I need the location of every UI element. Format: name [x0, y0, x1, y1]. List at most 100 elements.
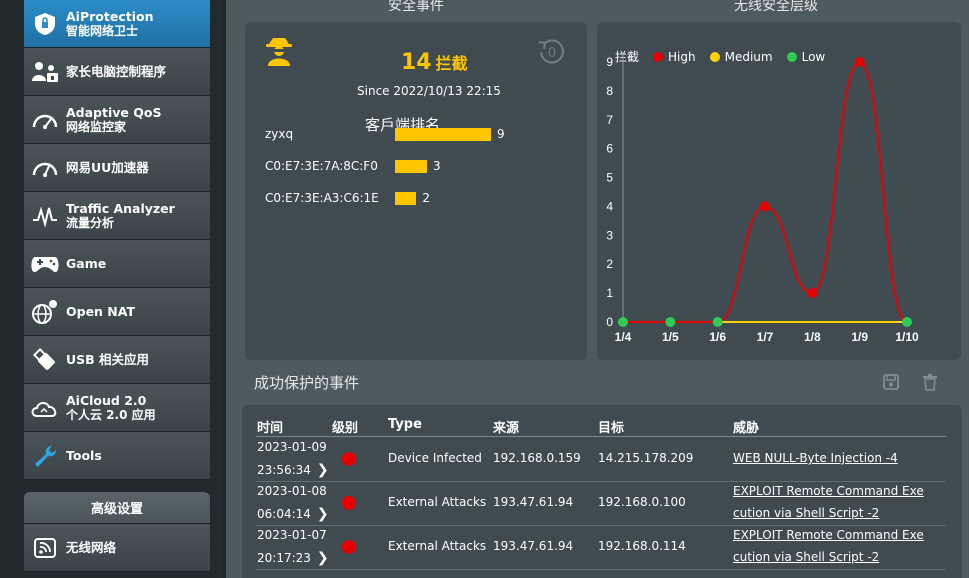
legend-low-label: Low [801, 49, 826, 64]
sidebar-item-traffic-analyzer[interactable]: Traffic Analyzer 流量分析 [24, 192, 210, 240]
event-type: External Attacks [388, 539, 487, 553]
event-source: 193.47.61.94 [493, 495, 574, 509]
sidebar-item-aiprotection[interactable]: AiProtection 智能网络卫士 [24, 0, 210, 48]
y-tick-label: 9 [606, 55, 613, 69]
advanced-settings-title: 高级设置 [24, 492, 210, 524]
x-tick-label: 1/4 [615, 330, 632, 344]
spy-icon [263, 34, 295, 70]
low-data-point [902, 317, 912, 327]
cloud-icon [24, 384, 66, 432]
event-time: 06:04:14 [257, 507, 311, 521]
legend-medium-label: Medium [724, 49, 773, 64]
low-data-point [618, 317, 628, 327]
sidebar-item-sublabel: 网络监控家 [66, 119, 127, 134]
legend-high-dot [653, 51, 664, 62]
event-date: 2023-01-07 [257, 528, 327, 542]
client-ranking-row: zyxq 9 [265, 126, 505, 142]
low-data-point [665, 317, 676, 327]
sidebar-item-uu-accelerator[interactable]: 网易UU加速器 [24, 144, 210, 192]
event-time: 20:17:23 [257, 551, 311, 565]
security-events-panel: 14 拦截 0 Since 2022/10/13 22:15 客戶端排名 zyxq… [245, 22, 587, 360]
trash-icon[interactable] [922, 373, 938, 395]
event-threat-link[interactable]: EXPLOIT Remote Command Exe [733, 528, 924, 542]
y-tick-label: 0 [606, 315, 613, 329]
event-threat-link-cont[interactable]: cution via Shell Script -2 [733, 550, 880, 564]
nat-icon [24, 288, 66, 336]
chevron-right-icon[interactable]: ❯ [316, 506, 329, 522]
blocked-count-number: 14 [401, 50, 432, 75]
event-threat-link[interactable]: WEB NULL-Byte Injection -4 [733, 451, 898, 465]
wireless-level-panel: 拦截 High Medium Low 0 1 2 3 4 5 6 7 8 9 1/4 1/5 1/6 1/… [597, 22, 961, 360]
severity-dot [342, 452, 356, 466]
client-count: 3 [433, 159, 441, 173]
high-data-point [807, 288, 818, 299]
legend-medium-dot [709, 51, 720, 62]
sidebar-item-label: USB 相关应用 [66, 352, 150, 367]
shield-icon [24, 0, 66, 48]
sidebar-item-label: AiProtection [66, 8, 154, 24]
event-target: 14.215.178.209 [598, 451, 694, 465]
x-tick-label: 1/8 [804, 330, 821, 344]
since-timestamp: Since 2022/10/13 22:15 [357, 84, 501, 98]
event-type: Device Infected [388, 451, 482, 465]
sidebar-item-parental-control[interactable]: 家长电脑控制程序 [24, 48, 210, 96]
chevron-right-icon[interactable]: ❯ [316, 462, 329, 478]
event-target: 192.168.0.100 [598, 495, 686, 509]
x-tick-label: 1/5 [662, 330, 679, 344]
wifi-icon [24, 524, 66, 572]
reset-counter-icon[interactable]: 0 [535, 36, 569, 70]
y-tick-label: 8 [606, 84, 613, 98]
client-count-bar [395, 159, 427, 173]
client-ranking-row: C0:E7:3E:7A:8C:F0 3 [265, 158, 441, 174]
row-divider [256, 481, 946, 482]
event-threat-link[interactable]: EXPLOIT Remote Command Exe [733, 484, 924, 498]
sidebar-item-adaptive-qos[interactable]: Adaptive QoS 网络监控家 [24, 96, 210, 144]
event-source: 193.47.61.94 [493, 539, 574, 553]
legend-low-dot [786, 51, 797, 62]
sidebar-item-game[interactable]: Game [24, 240, 210, 288]
client-count-bar [395, 127, 491, 141]
event-time-cell: 23:56:34 ❯ [257, 462, 329, 478]
legend-prefix: 拦截 [615, 50, 640, 64]
menu-group: AiProtection 智能网络卫士 家长电脑控制程序 Adaptive QoS… [24, 0, 210, 480]
sidebar-item-label: AiCloud 2.0 [66, 392, 147, 408]
sidebar-item-open-nat[interactable]: Open NAT [24, 288, 210, 336]
severity-dot [342, 540, 356, 554]
row-divider [256, 569, 946, 570]
y-tick-label: 1 [606, 286, 613, 300]
client-name: C0:E7:3E:7A:8C:F0 [265, 159, 378, 173]
event-threat-link-cont[interactable]: cution via Shell Script -2 [733, 506, 880, 520]
sidebar-item-tools[interactable]: Tools [24, 432, 210, 480]
sidebar-item-aicloud[interactable]: AiCloud 2.0 个人云 2.0 应用 [24, 384, 210, 432]
gamepad-icon [24, 240, 66, 288]
y-tick-label: 2 [606, 257, 613, 271]
chevron-right-icon[interactable]: ❯ [316, 550, 329, 566]
threat-level-chart: 0 1 2 3 4 5 6 7 8 9 1/4 1/5 1/6 1/7 1/8 1/9 1/10 [606, 52, 919, 344]
advanced-settings-group: 高级设置 无线网络 [24, 492, 210, 572]
x-tick-label: 1/9 [851, 330, 868, 344]
client-count: 9 [497, 127, 505, 141]
header-level: 级别 [332, 421, 359, 436]
event-date: 2023-01-08 [257, 484, 327, 498]
sidebar-item-usb[interactable]: USB 相关应用 [24, 336, 210, 384]
sidebar-item-label: Traffic Analyzer [66, 200, 175, 216]
event-date: 2023-01-09 [257, 440, 327, 454]
y-tick-label: 3 [606, 228, 613, 242]
wireless-level-title: 无线安全层级 [734, 0, 818, 14]
sidebar-item-wireless[interactable]: 无线网络 [24, 524, 210, 572]
severity-dot [342, 496, 356, 510]
event-time-cell: 06:04:14 ❯ [257, 506, 329, 522]
client-name: zyxq [265, 127, 294, 141]
header-divider [256, 436, 946, 437]
security-events-title: 安全事件 [388, 0, 444, 14]
high-data-point [854, 57, 865, 67]
sidebar-item-label: 家长电脑控制程序 [66, 64, 167, 79]
save-icon[interactable] [882, 373, 900, 395]
wrench-icon [24, 432, 66, 480]
legend-high-label: High [668, 49, 696, 64]
header-type: Type [388, 417, 422, 432]
client-count-bar [395, 191, 417, 205]
event-time-cell: 20:17:23 ❯ [257, 550, 329, 566]
sidebar-item-sublabel: 流量分析 [66, 215, 115, 230]
event-source: 192.168.0.159 [493, 451, 581, 465]
